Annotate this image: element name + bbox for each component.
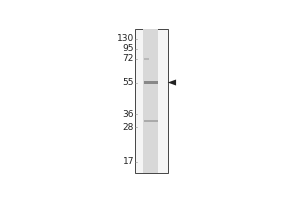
FancyBboxPatch shape bbox=[144, 81, 158, 84]
Text: 28: 28 bbox=[123, 123, 134, 132]
FancyBboxPatch shape bbox=[143, 29, 158, 173]
FancyBboxPatch shape bbox=[135, 29, 168, 173]
Polygon shape bbox=[168, 80, 176, 86]
Text: 17: 17 bbox=[122, 157, 134, 166]
Text: 36: 36 bbox=[122, 110, 134, 119]
FancyBboxPatch shape bbox=[144, 120, 158, 122]
FancyBboxPatch shape bbox=[144, 58, 149, 60]
Text: 55: 55 bbox=[122, 78, 134, 87]
Text: 72: 72 bbox=[123, 54, 134, 63]
Text: 130: 130 bbox=[117, 34, 134, 43]
Text: 95: 95 bbox=[122, 44, 134, 53]
